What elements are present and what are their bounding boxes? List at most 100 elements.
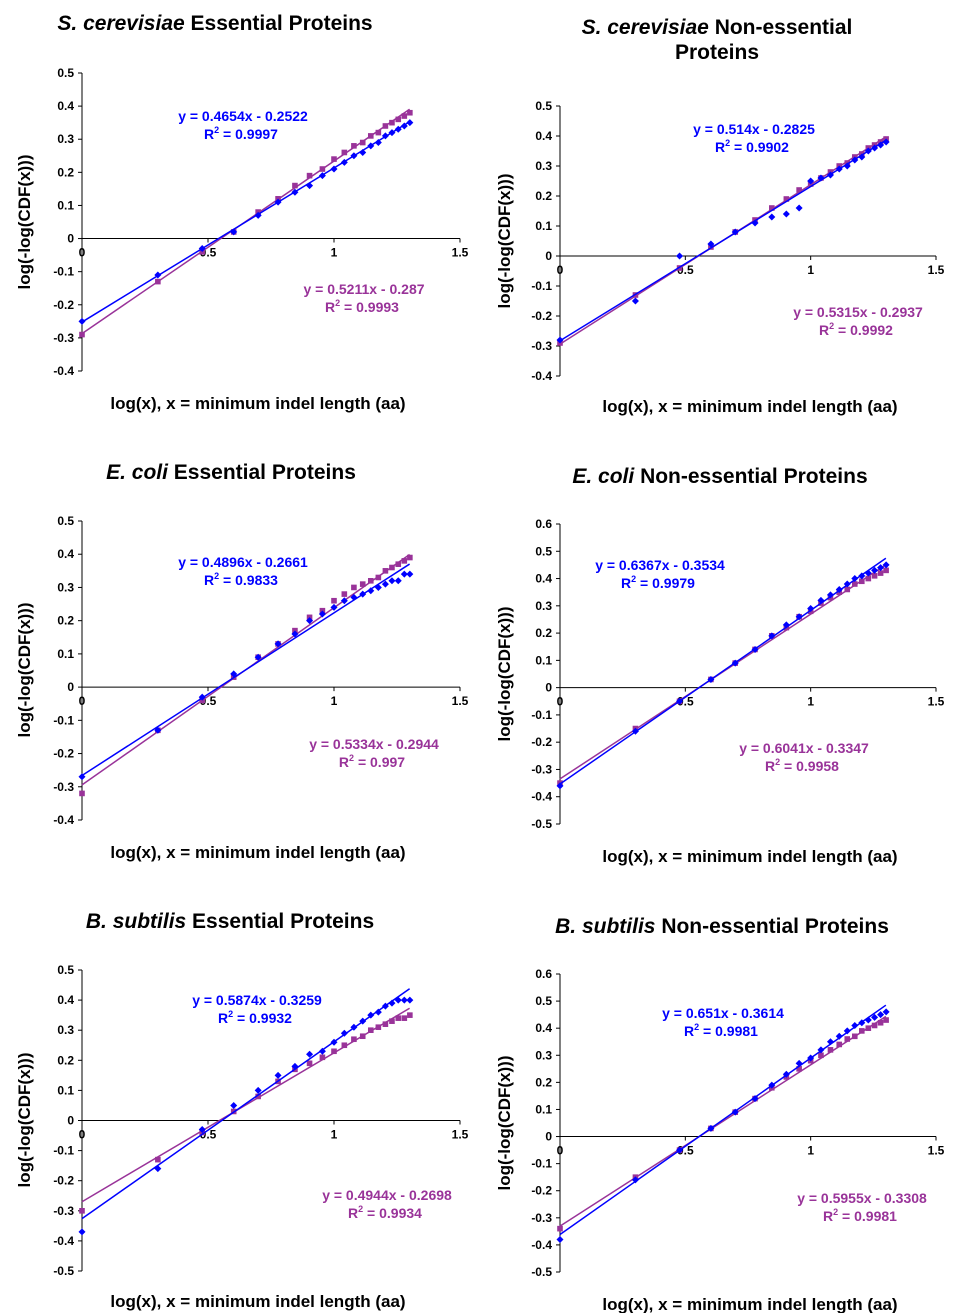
y-tick-label: 0.2 [57,165,74,179]
data-point-blue [826,171,834,179]
r-squared-exponent: 2 [833,1207,838,1217]
r-squared-symbol: R [339,754,349,770]
y-tick-label: 0 [67,1114,74,1128]
data-point-purple [796,1066,802,1072]
data-point-purple [877,570,884,576]
x-tick-label: 1.5 [452,694,469,708]
equation-label-blue: y = 0.4896x - 0.2661 [178,554,308,570]
data-point-blue [707,240,715,248]
r-squared-symbol: R [765,758,775,774]
data-point-purple [836,1041,843,1048]
title-species: S. cerevisiae [582,16,710,39]
y-tick-label: 0 [545,681,552,695]
data-point-blue [381,132,389,140]
data-point-blue [858,1019,866,1027]
y-tick-label: -0.2 [53,747,74,761]
data-point-purple [341,149,348,156]
x-tick-label: 1 [331,694,338,708]
data-point-blue [340,158,348,166]
data-point-purple [306,172,313,179]
x-tick-label: 1 [807,695,814,709]
data-point-purple [796,187,802,193]
data-point-blue [782,621,790,629]
title-species: B. subtilis [555,915,655,938]
data-point-purple [382,1021,389,1027]
y-tick-label: -0.3 [53,780,74,794]
data-point-purple [292,182,298,189]
equation-label-purple: y = 0.6041x - 0.3347 [739,740,869,756]
data-point-blue [330,1038,338,1046]
data-point-blue [406,119,414,127]
data-point-purple [865,575,872,582]
data-point-blue [843,162,851,170]
equation-label-blue: y = 0.651x - 0.3614 [662,1005,784,1021]
data-point-blue [367,587,375,595]
data-point-blue [306,617,314,625]
x-tick-label: 0 [79,246,86,260]
data-point-blue [400,122,408,130]
data-point-blue [826,591,834,599]
y-tick-label: -0.1 [53,265,74,279]
data-point-purple [389,119,395,126]
data-point-blue [843,580,851,588]
data-point-blue [556,1235,564,1243]
r-squared-symbol: R [823,1208,833,1224]
data-point-blue [340,1029,348,1037]
data-point-blue [676,697,684,705]
data-point-blue [882,561,890,569]
data-point-blue [864,147,872,155]
y-tick-label: -0.2 [531,309,552,323]
data-point-purple [407,109,413,116]
data-point-purple [883,1017,889,1023]
y-tick-label: 0.5 [535,994,552,1008]
r-squared-value: = 0.9833 [219,572,278,588]
r-squared-label-blue: R2 = 0.9932 [218,1009,292,1026]
y-tick-label: -0.3 [531,762,552,776]
y-tick-label: 0.6 [535,967,552,981]
r-squared-label-purple: R2 = 0.997 [339,753,405,770]
y-axis-label: log(-log(CDF(x))) [495,173,514,308]
x-tick-label: 0 [557,1144,564,1158]
data-point-blue [394,996,402,1004]
data-point-purple [407,1012,413,1018]
r-squared-label-blue: R2 = 0.9833 [204,571,278,588]
data-point-blue [388,999,396,1007]
data-point-blue [731,659,739,667]
y-tick-label: 0.3 [57,580,74,594]
data-point-purple [859,578,865,585]
data-point-purple [395,116,402,123]
r-squared-label-purple: R2 = 0.9993 [325,298,399,315]
y-axis-label: log(-log(CDF(x))) [15,1052,34,1187]
data-point-blue [274,1071,282,1079]
data-point-purple [155,278,161,285]
data-point-blue [350,1023,358,1031]
r-squared-exponent: 2 [214,125,219,135]
x-tick-label: 1.5 [928,695,945,709]
data-point-purple [395,561,402,567]
y-tick-label: 0 [545,249,552,263]
data-point-blue [406,996,414,1004]
data-point-purple [375,129,382,136]
y-tick-label: 0.5 [57,963,74,977]
y-tick-label: -0.4 [531,1238,552,1252]
y-tick-label: 0.3 [535,1048,552,1062]
title-text: Essential Proteins [186,910,374,933]
data-point-purple [851,1033,858,1040]
data-point-purple [401,558,408,564]
data-point-purple [769,205,775,211]
title-text: Essential Proteins [168,461,356,484]
data-point-blue [400,570,408,578]
equation-label-blue: y = 0.6367x - 0.3534 [595,557,725,573]
data-point-purple [844,586,851,593]
data-point-blue [817,596,825,604]
r-squared-value: = 0.9932 [233,1010,292,1026]
r-squared-symbol: R [348,1205,358,1221]
y-tick-label: 0.5 [535,544,552,558]
data-point-blue [274,640,282,648]
data-point-purple [865,1025,872,1031]
data-point-blue [556,782,564,790]
r-squared-label-purple: R2 = 0.9958 [765,757,839,774]
r-squared-symbol: R [684,1023,694,1039]
r-squared-symbol: R [819,322,829,338]
y-tick-label: 0.1 [535,219,552,233]
